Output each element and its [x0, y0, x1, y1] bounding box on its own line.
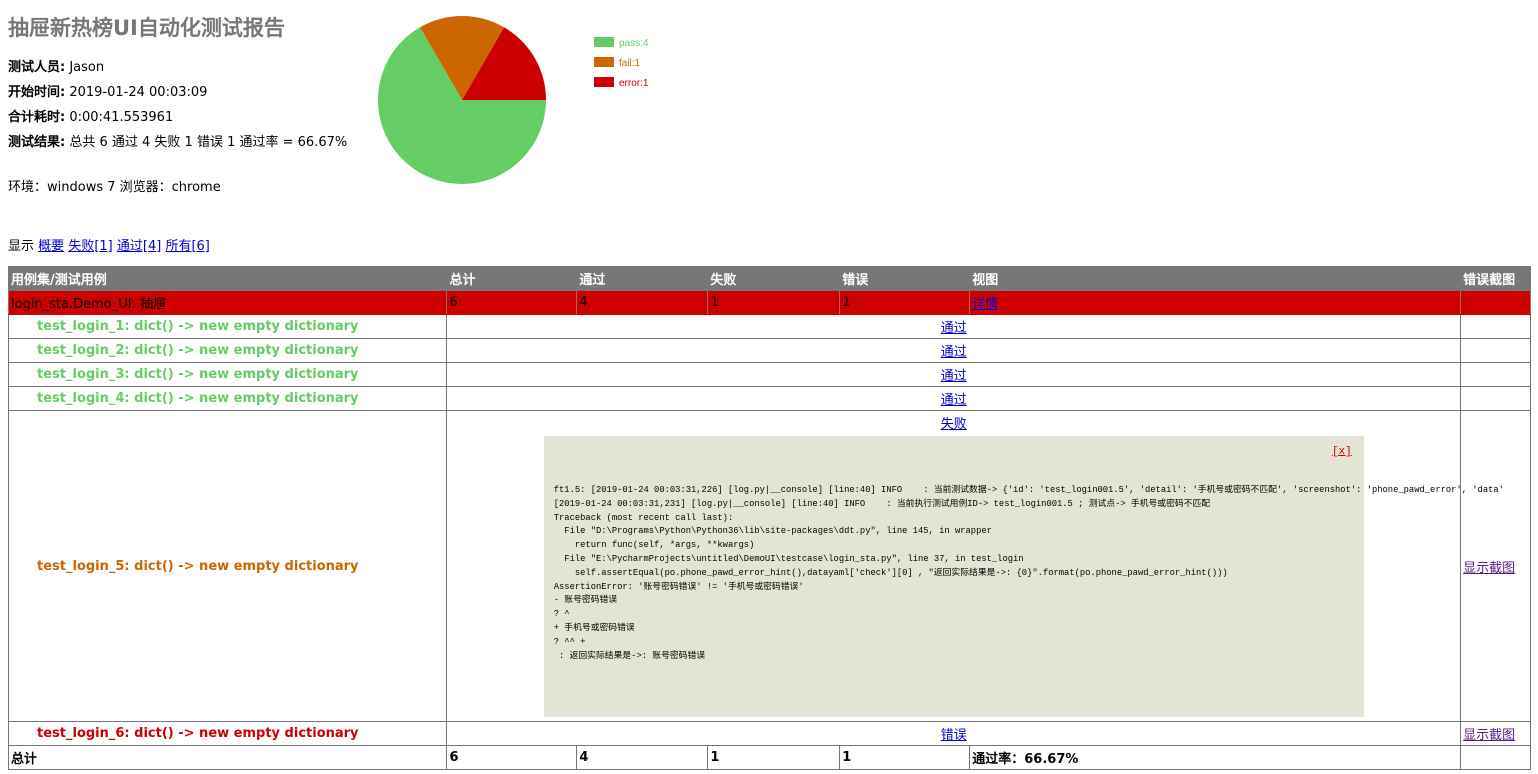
table-row: test_login_1: dict() -> new empty dictio…	[7, 314, 1531, 339]
traceback-text: ft1.5: [2019-01-24 00:03:31,226] [log.py…	[553, 485, 1504, 661]
total-count: 6	[446, 745, 578, 770]
header-case: 用例集/测试用例	[7, 266, 448, 291]
case-name: test_login_3: dict() -> new empty dictio…	[7, 362, 448, 387]
case-status-link[interactable]: 通过	[940, 369, 967, 384]
suite-fail: 1	[707, 290, 841, 315]
header-error: 错误	[839, 266, 971, 291]
case-name: test_login_5: dict() -> new empty dictio…	[7, 410, 448, 722]
suite-view: 详情	[969, 290, 1462, 315]
header-pass: 通过	[576, 266, 709, 291]
filter-passed-link[interactable]: 通过[4]	[116, 239, 162, 254]
close-traceback-button[interactable]: [x]	[1331, 446, 1352, 458]
pie-chart: pass:4 fail:1 error:1	[378, 15, 649, 184]
attr-tester: 测试人员: Jason	[8, 60, 105, 75]
case-status-link[interactable]: 错误	[940, 728, 967, 743]
table-header: 用例集/测试用例 总计 通过 失败 错误 视图 错误截图	[7, 266, 1531, 291]
suite-error: 1	[839, 290, 971, 315]
legend-label: error:1	[619, 78, 649, 89]
suite-row: login_sta.Demo_UI: 抽屉 6 4 1 1 详情	[7, 290, 1531, 315]
filter-bar: 显示 概要 失败[1] 通过[4] 所有[6]	[8, 235, 210, 254]
filter-summary-link[interactable]: 概要	[38, 239, 65, 254]
table-row: test_login_6: dict() -> new empty dictio…	[7, 721, 1531, 746]
show-screenshot-link[interactable]: 显示截图	[1463, 728, 1516, 743]
table-row: test_login_4: dict() -> new empty dictio…	[7, 386, 1531, 411]
pie-slice-fail	[420, 15, 504, 101]
environment: 环境：windows 7 浏览器：chrome	[8, 180, 221, 195]
case-status-link[interactable]: 通过	[940, 345, 967, 360]
result-table: 用例集/测试用例 总计 通过 失败 错误 视图 错误截图 login_sta.D…	[7, 266, 1531, 770]
filter-failed-link[interactable]: 失败[1]	[68, 239, 113, 254]
total-pass: 4	[576, 745, 709, 770]
attr-result: 测试结果: 总共 6 通过 4 失败 1 错误 1 通过率 = 66.67%	[8, 135, 348, 150]
pie-slice-pass	[378, 27, 546, 184]
total-pass-rate: 通过率：66.67%	[969, 745, 1462, 770]
legend-label: pass:4	[619, 38, 649, 49]
attr-duration: 合计耗时: 0:00:41.553961	[8, 110, 174, 125]
filter-all-link[interactable]: 所有[6]	[165, 239, 210, 254]
report-title: 抽屉新热榜UI自动化测试报告	[8, 16, 285, 40]
attr-start-time: 开始时间: 2019-01-24 00:03:09	[8, 85, 208, 100]
legend-swatch	[594, 37, 614, 47]
show-screenshot-link[interactable]: 显示截图	[1463, 560, 1516, 576]
header-view: 视图	[969, 266, 1462, 291]
pie-slice-error	[462, 27, 546, 100]
case-name: test_login_6: dict() -> new empty dictio…	[7, 721, 448, 746]
suite-pass: 4	[576, 290, 709, 315]
case-name: test_login_4: dict() -> new empty dictio…	[7, 386, 448, 411]
total-fail: 1	[707, 745, 841, 770]
header-total: 总计	[446, 266, 578, 291]
legend-swatch	[594, 77, 614, 87]
traceback-popup: [x] ft1.5: [2019-01-24 00:03:31,226] [log…	[543, 436, 1504, 717]
case-status-link[interactable]: 通过	[940, 321, 967, 336]
total-row: 总计 6 4 1 1 通过率：66.67%	[7, 745, 1531, 770]
filter-label: 显示	[8, 239, 35, 254]
legend-label: fail:1	[619, 58, 641, 69]
case-status-link[interactable]: 失败	[940, 417, 967, 432]
suite-total: 6	[446, 290, 578, 315]
case-status-link[interactable]: 通过	[940, 393, 967, 408]
legend-swatch	[594, 57, 614, 67]
case-name: test_login_1: dict() -> new empty dictio…	[7, 314, 448, 339]
header-fail: 失败	[707, 266, 841, 291]
table-row: test_login_3: dict() -> new empty dictio…	[7, 362, 1531, 387]
total-error: 1	[839, 745, 971, 770]
table-row: test_login_2: dict() -> new empty dictio…	[7, 338, 1531, 363]
table-row: test_login_5: dict() -> new empty dictio…	[7, 410, 1531, 722]
case-name: test_login_2: dict() -> new empty dictio…	[7, 338, 448, 363]
total-label: 总计	[7, 745, 448, 770]
header-screenshot: 错误截图	[1460, 266, 1531, 291]
suite-name: login_sta.Demo_UI: 抽屉	[7, 290, 448, 315]
suite-detail-link[interactable]: 详情	[972, 297, 999, 312]
